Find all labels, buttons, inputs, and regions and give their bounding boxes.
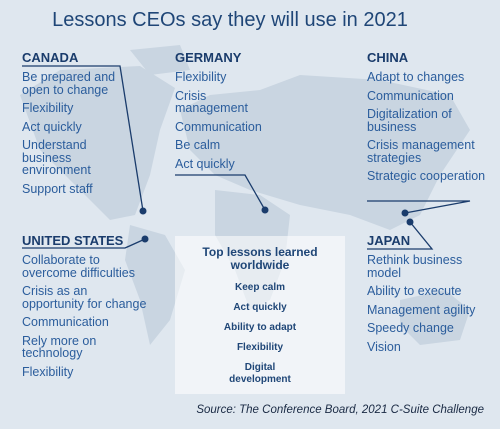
lesson: Ability to adapt [223,322,297,333]
lesson: Act quickly [22,119,82,134]
region: JAPAN Rethink business model Ability to ex… [367,233,477,359]
region-name: JAPAN [367,233,411,248]
germany-connector [175,174,266,211]
region-name: CANADA [22,50,79,65]
us-dot [141,235,149,243]
lesson: Ability to execute [367,284,462,298]
lesson: Communication [367,88,454,103]
lesson: Management agility [367,302,476,317]
region: UNITED STATES Collaborate to overcome dif… [22,233,147,384]
lesson: Act quickly [175,156,235,171]
region: CANADA Be prepared and open to change Flex… [22,50,132,201]
lesson: Digitalization of business [367,107,452,134]
japan-connector [367,221,434,250]
lesson: Crisis management strategies [367,138,475,165]
canada-dot [139,207,147,215]
lesson: Be prepared and open to change [22,70,116,97]
region: GERMANY Flexibility Crisis management Commu… [175,50,275,176]
lesson: Understand business environment [22,138,91,177]
north-america [20,66,175,220]
lesson: Rethink business model [367,253,463,280]
lesson: Flexibility [22,364,74,379]
region-name: UNITED STATES [22,233,124,248]
germany-dot [261,206,269,214]
lesson: Crisis as an opportunity for change [22,284,147,311]
dots [139,206,414,243]
worldwide-box: Top lessons learned worldwide Keep calm A… [175,236,345,394]
lesson: Communication [22,315,109,329]
source: Source: The Conference Board, 2021 C-Sui… [196,404,484,416]
japan-dot [406,218,414,226]
lesson: Communication [175,119,262,134]
lesson: Flexibility [175,70,227,84]
lesson: Rely more on technology [22,333,97,360]
canada-connector [22,65,144,212]
eurasia [180,75,470,230]
lesson: Flexibility [22,101,74,115]
lesson: Keep calm [234,282,286,293]
lesson: Collaborate to overcome difficulties [22,253,136,280]
region-name: GERMANY [175,50,242,65]
lesson: Vision [367,339,401,354]
lesson: Digital development [229,362,291,385]
china-connector [367,200,471,214]
south-america [125,225,185,345]
australia [400,290,470,345]
us-connector [22,238,146,249]
lesson: Speedy change [367,321,454,335]
lesson: Strategic cooperation [367,169,486,183]
region: CHINA Adapt to changes Communication Digita… [367,50,492,189]
greenland [130,45,190,75]
lesson: Crisis management [175,88,248,115]
region-name: CHINA [367,50,409,65]
lesson: Support staff [22,181,93,196]
connectors [22,65,471,250]
lesson: Flexibility [236,342,284,353]
title: Lessons CEOs say they will use in 2021 [52,9,408,31]
box-title: Top lessons learned worldwide [202,245,318,272]
lesson: Be calm [175,138,221,152]
lesson: Act quickly [233,302,287,313]
lesson: Adapt to changes [367,70,465,84]
china-dot [401,209,409,217]
